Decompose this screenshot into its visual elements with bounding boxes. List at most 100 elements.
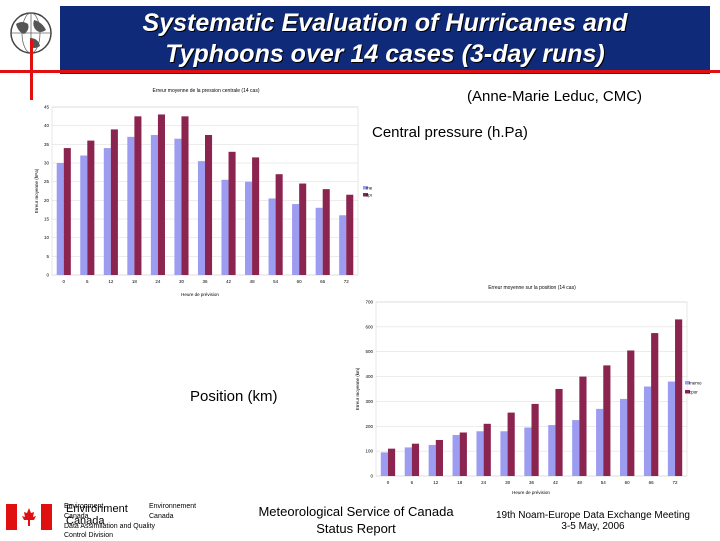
c1-xtick-label: 30 (179, 279, 185, 284)
c2-xtick-label: 30 (505, 480, 511, 485)
footer-env-big: Environment (66, 503, 128, 515)
c1-xtick-label: 60 (297, 279, 303, 284)
c1-bar-cpor (87, 140, 95, 275)
c1-xtick-label: 72 (344, 279, 350, 284)
c2-bar-memo (548, 425, 556, 476)
chart1-ylabel: Erreur moyenne (hPa) (34, 168, 39, 213)
chart2-ylabel: Erreur moyenne (km) (355, 367, 360, 410)
author-credit: (Anne-Marie Leduc, CMC) (467, 88, 643, 105)
c2-bar-memo (500, 431, 508, 476)
c1-ytick-label: 35 (44, 142, 50, 147)
c1-bar-cpor (63, 148, 71, 275)
footer-env-en: Environment (64, 503, 104, 510)
c2-bar-memo (524, 427, 532, 476)
c1-bar-cpor (181, 116, 189, 275)
c1-bar-memo (103, 148, 111, 275)
chart1-legend-swatch-cpor (363, 193, 368, 197)
c2-xtick-label: 0 (387, 480, 390, 485)
footer-environment-block: Environment Environnement Environment Ca… (64, 503, 214, 541)
c1-bar-memo (127, 136, 135, 275)
c2-xtick-label: 54 (601, 480, 607, 485)
c1-bar-memo (197, 161, 205, 275)
c1-ytick-label: 40 (44, 123, 50, 128)
title-line-1: Systematic Evaluation of Hurricanes and (142, 9, 628, 37)
c1-ytick-label: 5 (46, 254, 49, 259)
c1-bar-cpor (157, 114, 165, 275)
c2-bar-cpor (483, 423, 491, 476)
c2-ytick-label: 500 (365, 349, 373, 354)
c1-bar-cpor (299, 183, 307, 275)
c1-bar-memo (339, 215, 347, 275)
chart1-title: Erreur moyenne de la pression centrale (… (153, 88, 260, 94)
c1-bar-memo (80, 155, 88, 275)
footer-canada-en: Canada (64, 513, 89, 520)
c2-xtick-label: 18 (457, 480, 463, 485)
c2-bar-cpor (531, 403, 539, 476)
chart2-legend-swatch-cpor (685, 390, 690, 394)
c1-bar-memo (221, 179, 229, 275)
chart2-xlabel: Heure de prévision (512, 490, 550, 495)
c1-bar-memo (56, 163, 64, 275)
chart1-legend-swatch-memo (363, 186, 368, 190)
c2-xtick-label: 72 (673, 480, 679, 485)
position-label: Position (km) (190, 388, 278, 405)
c1-xtick-label: 54 (273, 279, 279, 284)
c2-bar-memo (476, 431, 484, 476)
c2-xtick-label: 42 (553, 480, 559, 485)
chart2-legend-memo: memo (689, 381, 702, 386)
c1-xtick-label: 42 (226, 279, 232, 284)
c2-bar-cpor (387, 448, 396, 476)
canada-flag-icon (6, 504, 52, 530)
footer-right-line-1: 19th Noam-Europe Data Exchange Meeting (495, 510, 690, 521)
c2-bar-cpor (579, 376, 587, 476)
c2-bar-cpor (651, 333, 659, 476)
c1-xtick-label: 24 (155, 279, 161, 284)
c1-ytick-label: 30 (44, 161, 50, 166)
footer-canada-big: Canada (66, 515, 105, 527)
pressure-chart: Erreur moyenne de la pression centrale (… (34, 88, 372, 297)
banner-underline (60, 74, 710, 76)
c1-bar-cpor (110, 129, 118, 275)
chart1-xlabel: Heure de prévision (181, 292, 219, 297)
c2-xtick-label: 24 (481, 480, 487, 485)
c1-ytick-label: 25 (44, 179, 50, 184)
c1-bar-memo (268, 198, 276, 275)
c1-ytick-label: 10 (44, 235, 50, 240)
c2-bar-memo (380, 452, 388, 476)
c1-bar-cpor (322, 189, 330, 275)
footer-center: Meteorological Service of Canada Status … (236, 503, 476, 537)
c2-ytick-label: 700 (365, 300, 373, 305)
c2-bar-memo (452, 434, 460, 476)
c2-bar-cpor (555, 389, 563, 476)
c1-ytick-label: 0 (46, 273, 49, 278)
red-vertical-rule (30, 40, 33, 100)
c2-bar-cpor (411, 443, 420, 476)
c1-bar-memo (245, 181, 253, 275)
c2-xtick-label: 48 (577, 480, 583, 485)
c2-bar-memo (667, 381, 676, 476)
footer-center-line-2: Status Report (316, 521, 396, 536)
c2-bar-memo (643, 386, 652, 476)
chart2-legend-swatch-memo (685, 381, 690, 385)
c1-bar-cpor (205, 135, 213, 275)
c1-ytick-label: 15 (44, 217, 50, 222)
c1-xtick-label: 66 (320, 279, 326, 284)
c2-xtick-label: 6 (411, 480, 414, 485)
c2-xtick-label: 12 (433, 480, 439, 485)
c2-bar-cpor (459, 432, 467, 476)
c1-bar-cpor (346, 194, 354, 275)
chart2-legend-cpor: cpor (689, 390, 698, 395)
footer-division: Data Assimilation and Quality (64, 523, 156, 530)
c1-bar-memo (174, 138, 182, 275)
c2-bar-cpor (435, 439, 443, 476)
chart2-title: Erreur moyenne sur la position (14 cas) (488, 285, 576, 291)
c2-bar-memo (572, 420, 580, 476)
c2-bar-cpor (603, 365, 611, 476)
c1-bar-memo (315, 207, 323, 275)
pressure-label: Central pressure (h.Pa) (372, 124, 528, 141)
c2-ytick-label: 200 (365, 424, 373, 429)
c1-bar-cpor (134, 116, 142, 275)
c1-xtick-label: 18 (132, 279, 138, 284)
c2-bar-cpor (675, 319, 683, 476)
c2-xtick-label: 36 (529, 480, 535, 485)
